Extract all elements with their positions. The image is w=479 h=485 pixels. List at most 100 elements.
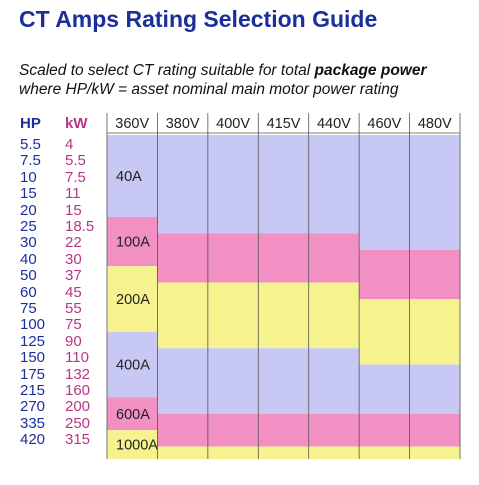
rating-label: 200A <box>116 292 150 308</box>
page-title: CT Amps Rating Selection Guide <box>19 6 378 32</box>
rating-band-40a <box>359 135 411 250</box>
rating-band-400a <box>258 348 310 414</box>
kw-value: 160 <box>65 382 91 399</box>
hp-value: 15 <box>20 185 37 203</box>
rating-band-600a <box>207 413 259 447</box>
rating-band-400a <box>308 348 360 414</box>
rating-band-200a <box>157 282 209 349</box>
rating-band-100a <box>157 233 209 283</box>
kw-value: 7.5 <box>65 168 86 186</box>
rating-band-600a <box>359 413 411 447</box>
voltage-header: 400V <box>216 116 250 132</box>
rating-band-40a <box>258 135 310 234</box>
hp-value: 420 <box>20 431 46 449</box>
kw-value: 200 <box>65 398 91 416</box>
hp-value: 25 <box>20 218 37 235</box>
voltage-header: 480V <box>418 116 452 132</box>
hp-value: 30 <box>20 234 37 252</box>
kw-value: 90 <box>65 332 82 350</box>
rating-band-100a <box>207 233 259 283</box>
kw-value: 250 <box>65 414 91 432</box>
voltage-header: 415V <box>267 116 301 132</box>
rating-band-400a <box>359 364 411 414</box>
rating-band-100a <box>258 233 310 283</box>
rating-band-200a <box>258 282 310 349</box>
kw-value: 55 <box>65 300 82 317</box>
hp-value: 40 <box>20 250 37 268</box>
hp-value: 270 <box>20 398 46 416</box>
rating-band-1000a <box>409 446 461 459</box>
rating-band-200a <box>308 282 360 349</box>
rating-label: 600A <box>116 407 150 423</box>
rating-band-1000a <box>359 446 411 459</box>
voltage-header: 360V <box>115 116 149 132</box>
kw-value: 30 <box>65 250 82 268</box>
hp-value: 215 <box>20 382 46 399</box>
hp-value: 125 <box>20 332 46 350</box>
rating-band-40a <box>107 135 158 217</box>
hp-value: 150 <box>20 349 46 367</box>
rating-band-40a <box>207 135 259 234</box>
kw-value: 15 <box>65 201 82 219</box>
rating-band-1000a <box>157 446 209 459</box>
rating-band-1000a <box>258 446 310 459</box>
rating-band-100a <box>107 217 158 267</box>
voltage-header: 440V <box>317 116 351 132</box>
rating-band-40a <box>157 135 209 234</box>
kw-column-header: kW <box>65 115 88 132</box>
kw-value: 11 <box>65 185 81 203</box>
rating-label: 400A <box>116 358 150 374</box>
subtitle-line-2: where HP/kW = asset nominal main motor p… <box>19 81 399 98</box>
rating-band-1000a <box>308 446 360 459</box>
rating-band-600a <box>308 413 360 447</box>
rating-band-1000a <box>107 430 158 459</box>
rating-band-200a <box>409 299 461 365</box>
hp-value: 75 <box>20 300 37 317</box>
hp-value: 335 <box>20 414 46 432</box>
hp-value: 10 <box>20 168 37 186</box>
rating-band-400a <box>157 348 209 414</box>
rating-band-200a <box>207 282 259 349</box>
kw-value: 110 <box>65 349 89 367</box>
subtitle-emphasis: package power <box>314 62 427 79</box>
subtitle-prefix: Scaled to select CT rating suitable for … <box>19 62 315 79</box>
rating-band-40a <box>308 135 360 234</box>
voltage-header: 380V <box>166 116 200 132</box>
rating-band-100a <box>308 233 360 283</box>
rating-label: 100A <box>116 235 150 251</box>
rating-band-400a <box>207 348 259 414</box>
voltage-header: 460V <box>367 116 401 132</box>
kw-value: 37 <box>65 267 82 285</box>
rating-label: 1000A <box>116 438 158 454</box>
rating-band-200a <box>359 299 411 365</box>
rating-band-600a <box>409 413 461 447</box>
kw-value: 132 <box>65 365 91 383</box>
rating-band-600a <box>157 413 209 447</box>
kw-value: 22 <box>65 234 82 252</box>
hp-value: 50 <box>20 267 37 285</box>
rating-band-100a <box>409 249 461 299</box>
hp-value: 5.5 <box>20 136 41 153</box>
hp-value: 175 <box>20 365 46 383</box>
hp-column-header: HP <box>20 115 41 132</box>
kw-value: 315 <box>65 431 91 449</box>
rating-band-1000a <box>207 446 259 459</box>
kw-value: 18.5 <box>65 218 95 235</box>
hp-value: 7.5 <box>20 152 41 170</box>
rating-band-400a <box>409 364 461 414</box>
kw-value: 4 <box>65 136 74 153</box>
kw-value: 45 <box>65 283 82 301</box>
subtitle-line-1: Scaled to select CT rating suitable for … <box>19 62 427 80</box>
rating-band-40a <box>409 135 461 250</box>
rating-band-600a <box>258 413 310 447</box>
rating-label: 40A <box>116 169 142 185</box>
rating-band-100a <box>359 249 411 299</box>
rating-band-200a <box>107 266 158 332</box>
hp-value: 60 <box>20 283 37 301</box>
hp-value: 20 <box>20 201 37 219</box>
kw-value: 75 <box>65 316 82 334</box>
rating-band-400a <box>107 331 158 398</box>
kw-value: 5.5 <box>65 152 86 170</box>
hp-value: 100 <box>20 316 46 334</box>
